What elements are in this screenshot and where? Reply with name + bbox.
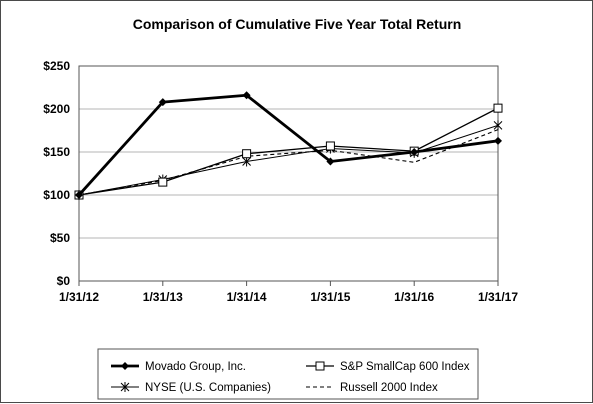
series-3 <box>78 129 499 196</box>
data-point-square <box>325 141 335 151</box>
series-0 <box>75 91 502 199</box>
series-line <box>78 124 499 196</box>
chart-title: Comparison of Cumulative Five Year Total… <box>133 16 462 32</box>
data-point-diamond <box>121 362 129 370</box>
y-tick-label: $100 <box>43 188 70 202</box>
data-point-asterisk <box>493 120 503 131</box>
data-point-square <box>242 149 252 159</box>
plot-border <box>78 65 499 282</box>
data-point-diamond <box>326 157 335 166</box>
y-tick-label: $200 <box>43 102 70 116</box>
legend-label: Movado Group, Inc. <box>145 361 246 373</box>
x-tick-label: 1/31/15 <box>310 290 350 304</box>
legend-label: NYSE (U.S. Companies) <box>145 382 271 394</box>
y-tick-label: $150 <box>43 145 70 159</box>
series-line <box>78 107 499 196</box>
legend-box <box>97 348 479 400</box>
x-tick-label: 1/31/17 <box>478 290 518 304</box>
series-line <box>77 93 499 196</box>
y-tick-label: $0 <box>57 274 71 288</box>
data-point-diamond <box>242 91 251 100</box>
legend-label: Russell 2000 Index <box>340 382 438 394</box>
series-2 <box>74 120 503 200</box>
legend-entry: S&P SmallCap 600 Index <box>306 361 470 373</box>
y-tick-label: $250 <box>43 59 70 73</box>
legend-entry: Russell 2000 Index <box>306 382 438 394</box>
legend-entry: NYSE (U.S. Companies) <box>111 382 271 394</box>
legend-entry: Movado Group, Inc. <box>111 361 246 373</box>
series-line <box>78 129 499 196</box>
x-tick-label: 1/31/12 <box>59 290 99 304</box>
data-point-diamond <box>158 98 167 107</box>
data-point-square <box>158 177 168 187</box>
x-tick-label: 1/31/13 <box>143 290 183 304</box>
plot-area: $0 $50 $100 $150 $200 $250 1/31/12 1/31/13 1/31/… <box>43 59 518 304</box>
data-point-square <box>493 103 503 113</box>
data-point-asterisk <box>120 382 130 392</box>
data-point-diamond <box>494 136 502 145</box>
data-point-diamond <box>410 148 419 156</box>
data-point-square <box>315 361 325 371</box>
data-point-diamond <box>75 191 83 199</box>
legend-label: S&P SmallCap 600 Index <box>340 361 470 373</box>
x-tick-label: 1/31/14 <box>227 290 267 304</box>
x-tick-label: 1/31/16 <box>394 290 434 304</box>
y-tick-label: $50 <box>50 231 70 245</box>
legend: Movado Group, Inc. S&P SmallCap 600 Index… <box>97 348 479 400</box>
